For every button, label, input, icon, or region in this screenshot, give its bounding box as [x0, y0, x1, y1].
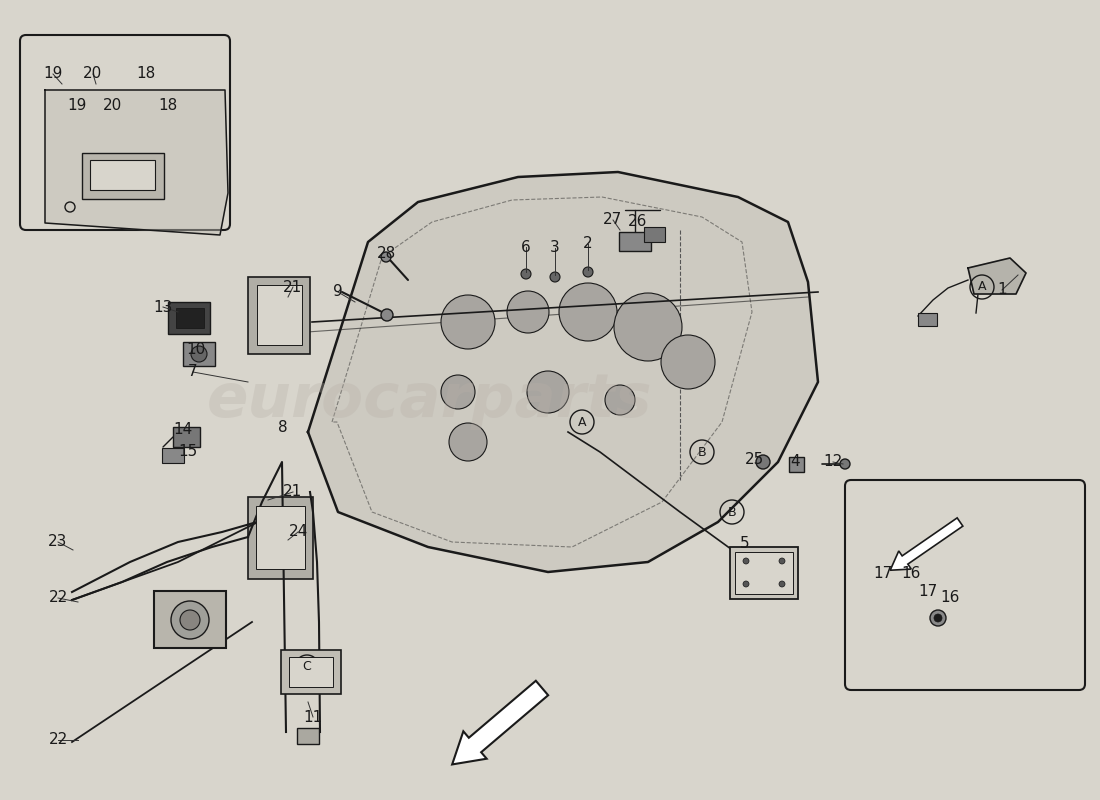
Bar [280, 650, 341, 694]
Bar [248, 277, 310, 354]
Bar [176, 308, 204, 328]
Circle shape [756, 455, 770, 469]
Bar [730, 547, 798, 599]
Text: 28: 28 [376, 246, 396, 262]
Text: 22: 22 [48, 733, 67, 747]
Circle shape [449, 423, 487, 461]
Text: 20: 20 [84, 66, 102, 82]
Text: 19: 19 [67, 98, 87, 113]
Text: 5: 5 [740, 537, 750, 551]
Polygon shape [45, 90, 228, 235]
Circle shape [441, 375, 475, 409]
Circle shape [930, 610, 946, 626]
Circle shape [521, 269, 531, 279]
Circle shape [840, 459, 850, 469]
Text: 19: 19 [43, 66, 63, 82]
FancyArrow shape [890, 518, 962, 570]
Bar [90, 160, 155, 190]
Circle shape [550, 272, 560, 282]
Text: 6: 6 [521, 239, 531, 254]
Bar [735, 552, 793, 594]
Bar [297, 728, 319, 744]
Text: 22: 22 [48, 590, 67, 606]
FancyBboxPatch shape [845, 480, 1085, 690]
Text: 16: 16 [940, 590, 959, 605]
Circle shape [191, 346, 207, 362]
Text: 21: 21 [284, 279, 302, 294]
Circle shape [934, 614, 942, 622]
Bar [248, 497, 314, 579]
Circle shape [583, 267, 593, 277]
Circle shape [441, 295, 495, 349]
Text: C: C [302, 661, 311, 674]
Text: 25: 25 [746, 453, 764, 467]
Bar [168, 302, 210, 334]
Text: 12: 12 [824, 454, 843, 470]
Text: 18: 18 [136, 66, 155, 82]
Text: 18: 18 [158, 98, 177, 113]
Circle shape [381, 309, 393, 321]
Bar [918, 313, 937, 326]
Circle shape [742, 558, 749, 564]
Circle shape [779, 558, 785, 564]
Circle shape [605, 385, 635, 415]
Text: 17: 17 [873, 566, 892, 581]
Circle shape [507, 291, 549, 333]
Text: A: A [578, 415, 586, 429]
FancyBboxPatch shape [20, 35, 230, 230]
Text: 4: 4 [790, 454, 800, 470]
Text: 20: 20 [103, 98, 122, 113]
Text: B: B [728, 506, 736, 518]
Circle shape [527, 371, 569, 413]
Text: 16: 16 [901, 566, 921, 581]
Bar [173, 427, 200, 447]
Text: 21: 21 [284, 485, 302, 499]
Circle shape [614, 293, 682, 361]
Circle shape [559, 283, 617, 341]
Text: 8: 8 [278, 419, 288, 434]
Polygon shape [968, 258, 1026, 294]
Bar [789, 457, 804, 472]
Bar [183, 342, 215, 366]
Text: 26: 26 [628, 214, 648, 230]
Circle shape [742, 581, 749, 587]
Circle shape [779, 581, 785, 587]
Text: A: A [978, 281, 987, 294]
Bar [256, 506, 305, 569]
Text: eurocarparts: eurocarparts [207, 370, 652, 430]
Text: 9: 9 [333, 285, 343, 299]
Bar [289, 657, 333, 687]
Polygon shape [308, 172, 818, 572]
Text: 24: 24 [288, 525, 308, 539]
Bar [82, 153, 164, 199]
Text: 15: 15 [178, 445, 198, 459]
Circle shape [381, 252, 390, 262]
Text: 1: 1 [998, 282, 1006, 298]
FancyArrow shape [452, 681, 548, 765]
Circle shape [661, 335, 715, 389]
Text: 23: 23 [48, 534, 68, 550]
Text: 10: 10 [186, 342, 206, 358]
Text: 7: 7 [188, 365, 198, 379]
Text: 3: 3 [550, 241, 560, 255]
Text: 27: 27 [604, 213, 623, 227]
Bar [257, 285, 303, 345]
Text: 17: 17 [918, 585, 937, 599]
Text: 14: 14 [174, 422, 192, 438]
Text: 2: 2 [583, 237, 593, 251]
Circle shape [170, 601, 209, 639]
Circle shape [180, 610, 200, 630]
Text: B: B [697, 446, 706, 458]
Text: 13: 13 [153, 299, 173, 314]
Bar [644, 227, 666, 242]
Text: 11: 11 [304, 710, 322, 725]
Bar [162, 448, 184, 463]
Bar [619, 232, 651, 251]
Bar [154, 591, 226, 648]
